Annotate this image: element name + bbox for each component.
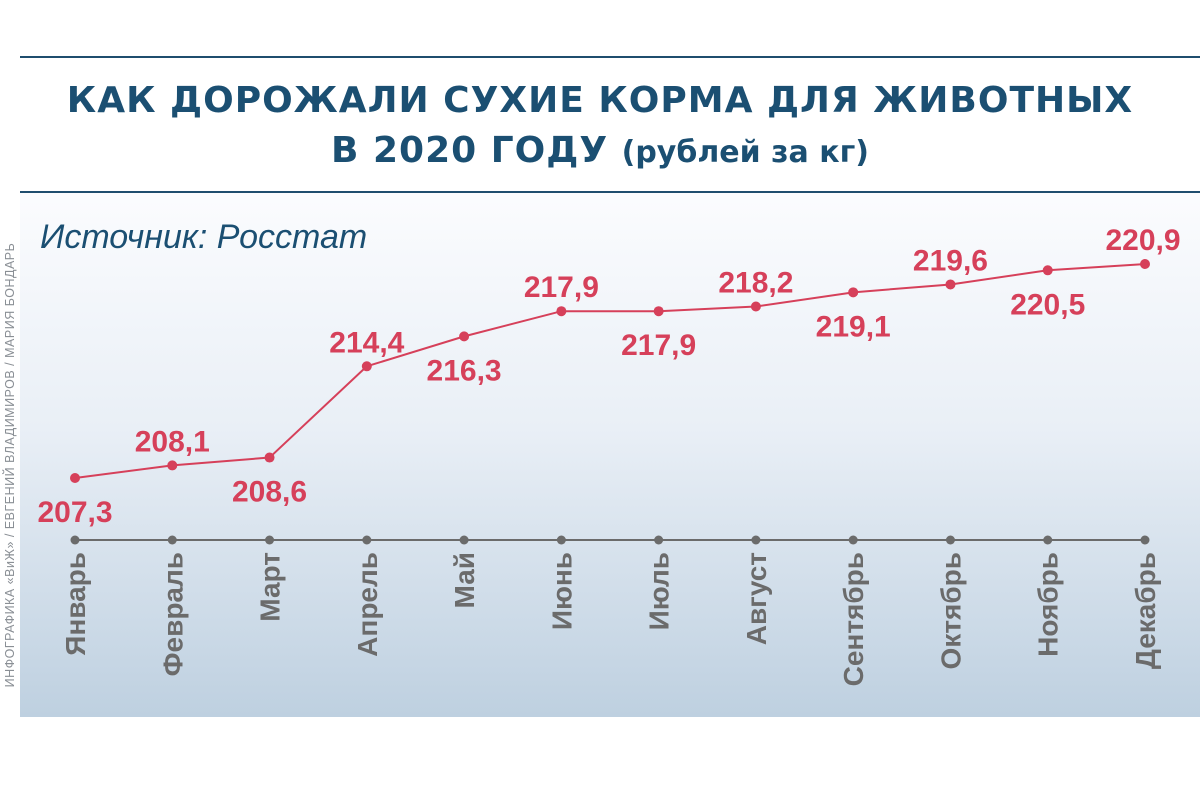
data-label: 219,6 (913, 244, 988, 277)
data-label: 220,9 (1105, 224, 1180, 257)
x-tick-label: Февраль (157, 552, 188, 676)
x-axis-tick (556, 535, 566, 545)
data-label: 217,9 (621, 329, 696, 362)
x-tick-label: Октябрь (935, 552, 966, 669)
x-tick-label: Декабрь (1130, 552, 1161, 669)
x-axis-tick (459, 535, 469, 545)
x-axis-tick (654, 535, 664, 545)
x-axis-tick (167, 535, 177, 545)
x-tick-label: Июль (644, 552, 675, 630)
source-note: Источник: Росстат (40, 218, 368, 256)
divider-rule (20, 191, 1200, 193)
x-axis-tick (848, 535, 858, 545)
x-axis-tick (1043, 535, 1053, 545)
title-unit: (рублей за кг) (621, 135, 869, 170)
top-rule (20, 56, 1200, 58)
data-point (167, 460, 178, 471)
x-tick-label: Сентябрь (838, 552, 869, 686)
x-axis-tick (70, 535, 80, 545)
data-label: 208,1 (135, 425, 210, 458)
x-axis-tick (751, 535, 761, 545)
data-label: 220,5 (1010, 288, 1085, 321)
data-label: 208,6 (232, 476, 307, 509)
chart-panel (20, 193, 1200, 717)
x-tick-label: Июнь (546, 552, 577, 630)
data-point (459, 331, 470, 342)
data-point (848, 287, 859, 298)
data-label: 207,3 (37, 496, 112, 529)
data-point (361, 361, 372, 372)
data-point (556, 306, 567, 317)
data-point (264, 452, 275, 463)
page-title: КАК ДОРОЖАЛИ СУХИЕ КОРМА ДЛЯ ЖИВОТНЫХ (66, 80, 1134, 121)
data-point (750, 301, 761, 312)
x-tick-label: Ноябрь (1033, 552, 1064, 657)
x-axis-tick (265, 535, 275, 545)
x-tick-label: Январь (60, 552, 91, 656)
data-label: 219,1 (816, 310, 891, 343)
data-point (70, 473, 80, 483)
x-axis-tick (945, 535, 955, 545)
x-axis-tick (1140, 535, 1150, 545)
data-label: 218,2 (718, 266, 793, 299)
data-point (1042, 265, 1053, 276)
x-tick-label: Апрель (352, 552, 383, 657)
data-label: 217,9 (524, 271, 599, 304)
data-label: 214,4 (329, 326, 404, 359)
title-year: В 2020 ГОДУ (331, 130, 609, 171)
page-title-line2: В 2020 ГОДУ (рублей за кг) (0, 130, 1200, 171)
data-point (653, 306, 664, 317)
x-tick-label: Март (255, 552, 286, 622)
data-point (1140, 259, 1150, 269)
x-tick-label: Август (741, 552, 772, 645)
data-label: 216,3 (427, 354, 502, 387)
x-axis-tick (362, 535, 372, 545)
series-line (74, 263, 1146, 479)
data-point (945, 279, 956, 290)
x-tick-label: Май (449, 552, 480, 608)
